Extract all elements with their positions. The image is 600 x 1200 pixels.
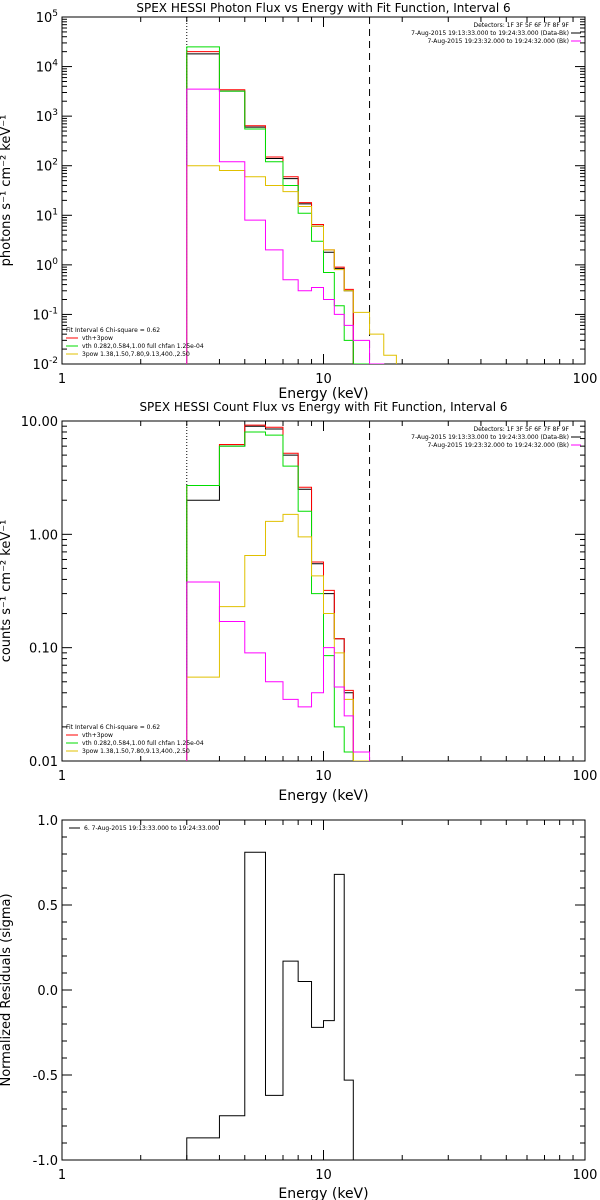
legend-text: vth 0.282,0.584,1.00 full chfan 1.25e-04 — [82, 343, 204, 350]
x-axis-label: Energy (keV) — [278, 788, 368, 804]
y-tick-label: 10-1 — [32, 306, 58, 323]
y-tick-label: 105 — [36, 9, 58, 26]
x-axis-label: Energy (keV) — [278, 1186, 368, 1200]
series-3-line — [186, 165, 397, 364]
legend-text: Detectors: 1F 3F 5F 6F 7F 8F 9F — [473, 426, 569, 433]
x-tick-label: 10 — [315, 372, 332, 387]
y-axis-label: counts s⁻¹ cm⁻² keV⁻¹ — [0, 520, 14, 663]
y-tick-label: 104 — [36, 59, 59, 76]
legend-top: Detectors: 1F 3F 5F 6F 7F 8F 9F7-Aug-201… — [411, 426, 581, 449]
legend-bottom: Fit Interval 6 Chi-square = 0.62vth+3pow… — [66, 724, 204, 755]
y-tick-label: 100 — [36, 257, 59, 274]
legend-title: Fit Interval 6 Chi-square = 0.62 — [66, 724, 160, 731]
x-axis-label: Energy (keV) — [278, 386, 368, 402]
series-2-line — [186, 431, 371, 761]
series-0-line — [186, 53, 354, 364]
series-group — [186, 851, 371, 1160]
legend-text: 3pow 1.38,1.50,7.80,9.13,400.,2.50 — [82, 351, 190, 358]
x-tick-label: 100 — [573, 372, 598, 387]
series-4-line — [186, 581, 371, 761]
x-tick-label: 1 — [58, 1168, 66, 1183]
legend-bottom: Fit Interval 6 Chi-square = 0.62vth+3pow… — [66, 327, 204, 358]
legend-text: vth 0.282,0.584,1.00 full chfan 1.25e-04 — [82, 740, 204, 747]
legend-text: 7-Aug-2015 19:23:32.000 to 19:24:32.000 … — [427, 442, 569, 449]
series-3-line — [186, 513, 371, 761]
series-1-line — [186, 51, 354, 364]
chart-panel-2: SPEX HESSI Count Flux vs Energy with Fit… — [0, 400, 597, 804]
legend-text: 7-Aug-2015 19:13:33.000 to 19:24:33.000 … — [411, 30, 569, 37]
series-0-line — [186, 851, 371, 1160]
y-tick-label: 0.0 — [37, 984, 58, 999]
plot-frame — [61, 819, 586, 1161]
y-tick-label: 0.5 — [37, 899, 58, 914]
x-tick-label: 1 — [58, 769, 66, 784]
y-tick-label: 101 — [36, 207, 58, 224]
y-tick-label: 102 — [36, 158, 58, 175]
y-tick-label: 1.0 — [37, 814, 58, 829]
legend-text: 7-Aug-2015 19:23:32.000 to 19:24:32.000 … — [427, 38, 569, 45]
y-tick-label: 10-2 — [32, 356, 58, 373]
y-tick-label: 1.00 — [29, 528, 58, 543]
legend-text: vth+3pow — [82, 335, 113, 342]
y-tick-label: -0.5 — [33, 1069, 58, 1084]
y-tick-label: 10.00 — [21, 415, 58, 430]
y-tick-label: 0.01 — [29, 755, 58, 770]
series-0-line — [186, 425, 371, 761]
legend-top: Detectors: 1F 3F 5F 6F 7F 8F 9F7-Aug-201… — [411, 22, 581, 45]
series-2-line — [186, 46, 371, 364]
x-tick-label: 10 — [315, 1168, 332, 1183]
legend-text: vth+3pow — [82, 732, 113, 739]
y-axis-label: photons s⁻¹ cm⁻² keV⁻¹ — [0, 115, 14, 267]
chart-title: SPEX HESSI Count Flux vs Energy with Fit… — [139, 400, 507, 414]
x-tick-label: 100 — [573, 1168, 598, 1183]
legend-text: 6. 7-Aug-2015 19:13:33.000 to 19:24:33.0… — [84, 825, 219, 832]
legend-text: 3pow 1.38,1.50,7.80,9.13,400.,2.50 — [82, 748, 190, 755]
series-4-line — [186, 88, 385, 364]
series-group — [186, 46, 397, 364]
x-tick-label: 100 — [573, 769, 598, 784]
chart-panel-1: SPEX HESSI Photon Flux vs Energy with Fi… — [0, 1, 597, 402]
plot-frame — [61, 16, 586, 365]
y-axis-label: Normalized Residuals (sigma) — [0, 893, 14, 1086]
y-tick-label: -1.0 — [33, 1154, 58, 1169]
chart-panel-3: Energy (keV) Normalized Residuals (sigma)… — [0, 814, 597, 1200]
x-tick-label: 1 — [58, 372, 66, 387]
legend-text: 7-Aug-2015 19:13:33.000 to 19:24:33.000 … — [411, 434, 569, 441]
series-group — [186, 424, 371, 761]
x-tick-label: 10 — [315, 769, 332, 784]
legend-text: Detectors: 1F 3F 5F 6F 7F 8F 9F — [473, 22, 569, 29]
chart-title: SPEX HESSI Photon Flux vs Energy with Fi… — [136, 1, 510, 15]
y-tick-label: 0.10 — [29, 642, 58, 657]
y-tick-label: 103 — [36, 108, 58, 125]
series-1-line — [186, 424, 371, 761]
legend-top: 6. 7-Aug-2015 19:13:33.000 to 19:24:33.0… — [69, 825, 219, 832]
legend-title: Fit Interval 6 Chi-square = 0.62 — [66, 327, 160, 334]
